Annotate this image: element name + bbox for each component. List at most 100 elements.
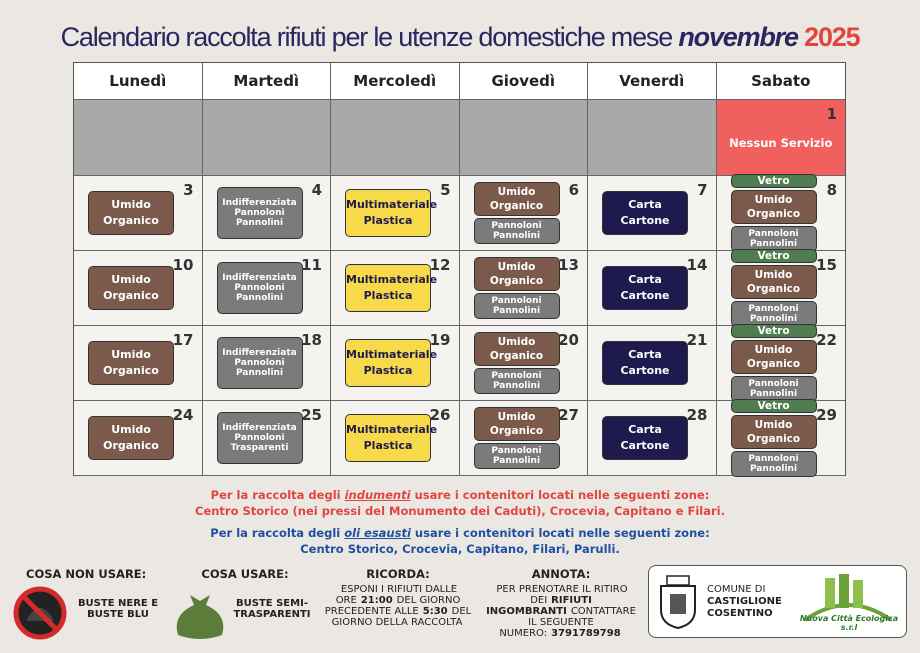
day-number: 8 bbox=[826, 181, 837, 199]
collection-label: Pannoloni bbox=[234, 433, 285, 443]
day-cell: 5 Multimateriale Plastica bbox=[331, 176, 460, 251]
notes: Per la raccolta degli indumenti usare i co… bbox=[0, 487, 920, 563]
collection-label: Pannoloni bbox=[234, 208, 285, 218]
collections: Carta Cartone bbox=[602, 251, 688, 325]
day-number: 14 bbox=[686, 256, 708, 274]
no-bag-icon bbox=[13, 586, 67, 640]
collection-label: Umido bbox=[111, 198, 151, 211]
collections: Umido Organico Pannoloni Pannolini bbox=[473, 176, 560, 250]
collection-label: Plastica bbox=[363, 289, 413, 302]
collection-label: Organico bbox=[103, 439, 159, 452]
day-cell: 24 Umido Organico bbox=[74, 401, 203, 476]
collection-box: Indifferenziata Pannoloni Pannolini bbox=[216, 187, 303, 239]
day-number: 25 bbox=[301, 406, 322, 424]
day-cell: 14 Carta Cartone bbox=[588, 251, 717, 326]
collection-box: Pannoloni Pannolini bbox=[730, 301, 817, 327]
note-emphasis: oli esausti bbox=[344, 526, 411, 540]
comune-crest bbox=[660, 575, 696, 630]
collection-box: Umido Organico bbox=[730, 265, 817, 299]
note-text: Per la raccolta degli bbox=[210, 488, 341, 502]
day-number: 5 bbox=[440, 181, 451, 199]
day-cell: 10 Umido Organico bbox=[74, 251, 203, 326]
collections: Umido Organico bbox=[88, 251, 174, 325]
footer-segment: 3791789798 bbox=[551, 628, 621, 639]
collection-label: Vetro bbox=[757, 175, 790, 187]
footer-segment: DEL GIORNO DELLA RACCOLTA bbox=[331, 606, 472, 628]
note: Per la raccolta degli indumenti usare i co… bbox=[0, 487, 920, 519]
collections: Carta Cartone bbox=[602, 176, 688, 250]
collection-box: Umido Organico bbox=[88, 341, 174, 385]
collections: Multimateriale Plastica bbox=[345, 176, 437, 250]
collection-label: Pannolini bbox=[492, 456, 541, 466]
collection-box: Indifferenziata Pannoloni Pannolini bbox=[216, 337, 303, 389]
collection-box: Indifferenziata Pannoloni Pannolini bbox=[216, 262, 303, 314]
collection-label: Pannoloni bbox=[234, 358, 285, 368]
empty-cell bbox=[331, 100, 460, 176]
collection-label: Pannolini bbox=[492, 306, 541, 316]
collection-label: Pannolini bbox=[492, 381, 541, 391]
collection-label: Pannolini bbox=[235, 368, 284, 378]
collection-label: Pannolini bbox=[235, 218, 284, 228]
day-cell: 18 Indifferenziata Pannoloni Pannolini bbox=[202, 326, 331, 401]
collections: Vetro Umido Organico Pannoloni Pannolini bbox=[730, 174, 817, 252]
collections: Carta Cartone bbox=[602, 326, 688, 400]
collection-label: Organico bbox=[746, 433, 801, 445]
collection-box: Umido Organico bbox=[473, 257, 560, 291]
collection-label: Organico bbox=[746, 208, 801, 220]
bag-icon bbox=[176, 595, 224, 639]
collection-label: Organico bbox=[103, 289, 159, 302]
collections: Carta Cartone bbox=[602, 401, 688, 475]
day-cell: 25 Indifferenziata Pannoloni Trasparenti bbox=[202, 401, 331, 476]
footer-segment: CONTATTARE IL SEGUENTE NUMERO: bbox=[499, 606, 636, 639]
collection-label: Umido bbox=[754, 419, 793, 431]
day-cell: 26 Multimateriale Plastica bbox=[331, 401, 460, 476]
collection-label: Organico bbox=[746, 283, 801, 295]
day-cell: 8 Vetro Umido Organico Pannoloni Pannolini bbox=[716, 174, 845, 252]
collection-label: Pannoloni bbox=[748, 304, 799, 314]
day-header: Venerdì bbox=[588, 63, 717, 100]
day-number: 27 bbox=[558, 406, 579, 424]
day-number: 21 bbox=[686, 331, 708, 349]
day-number: 15 bbox=[816, 256, 837, 274]
collection-label: Pannolini bbox=[749, 314, 798, 324]
collection-box: Carta Cartone bbox=[602, 341, 688, 385]
title: Calendario raccolta rifiuti per le utenz… bbox=[0, 22, 920, 53]
collection-label: Vetro bbox=[757, 325, 790, 337]
collections: Indifferenziata Pannoloni Trasparenti bbox=[216, 401, 303, 475]
collections: Umido Organico Pannoloni Pannolini bbox=[473, 401, 560, 475]
company-name: Nuova Città Ecologica s.r.l bbox=[799, 614, 899, 632]
collection-label: Pannolini bbox=[749, 239, 798, 249]
day-number: 4 bbox=[311, 181, 322, 199]
collection-label: Multimateriale bbox=[346, 423, 438, 436]
collection-box: Pannoloni Pannolini bbox=[730, 226, 817, 252]
footer-segment: DEL GIORNO PRECEDENTE ALLE bbox=[324, 595, 461, 617]
day-number: 18 bbox=[301, 331, 322, 349]
collection-label: Vetro bbox=[757, 400, 790, 412]
collections: Multimateriale Plastica bbox=[345, 251, 437, 325]
collection-label: Organico bbox=[489, 425, 544, 437]
day-number: 10 bbox=[172, 256, 194, 274]
collection-label: Umido bbox=[111, 423, 151, 436]
day-header: Mercoledì bbox=[331, 63, 460, 100]
collection-box: Multimateriale Plastica bbox=[345, 264, 437, 312]
collections: Umido Organico bbox=[88, 326, 174, 400]
collection-label: Organico bbox=[489, 350, 544, 362]
collection-box: Pannoloni Pannolini bbox=[473, 443, 560, 469]
collection-box: Vetro bbox=[730, 249, 817, 263]
collection-label: Cartone bbox=[620, 214, 670, 227]
collection-box: Umido Organico bbox=[473, 332, 560, 366]
day-number: 7 bbox=[697, 181, 708, 199]
day-cell: 19 Multimateriale Plastica bbox=[331, 326, 460, 401]
day-number: 26 bbox=[429, 406, 451, 424]
day-header: Sabato bbox=[716, 63, 845, 100]
collection-box: Umido Organico bbox=[730, 340, 817, 374]
calendar: Lunedì Martedì Mercoledì Giovedì Venerdì Saba… bbox=[73, 62, 846, 477]
day-number: 6 bbox=[568, 181, 579, 199]
collection-label: Umido bbox=[497, 411, 536, 423]
collection-label: Organico bbox=[489, 275, 544, 287]
footer-segment: RIFIUTI INGOMBRANTI bbox=[486, 595, 592, 617]
collection-label: Organico bbox=[103, 364, 159, 377]
collection-label: Umido bbox=[111, 273, 151, 286]
collection-label: Umido bbox=[754, 194, 793, 206]
